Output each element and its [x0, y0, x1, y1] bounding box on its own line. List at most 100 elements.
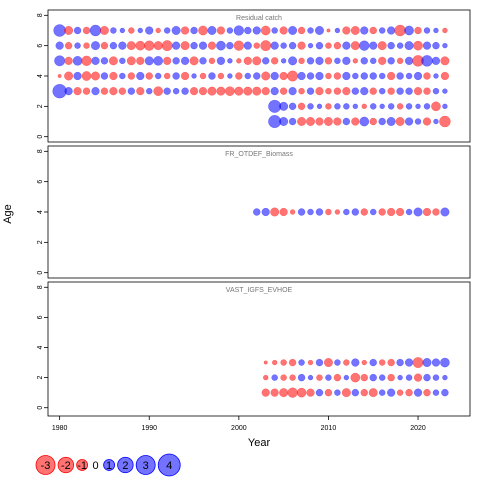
residual-bubble [387, 41, 395, 50]
residual-bubble [73, 71, 82, 81]
y-tick-label: 2 [37, 240, 44, 244]
residual-bubble [439, 115, 451, 128]
panel-title: VAST_IGFS_EVHOE [226, 287, 293, 294]
residual-bubble [333, 72, 342, 80]
residual-bubble [440, 56, 450, 66]
residual-bubble [298, 57, 305, 65]
residual-bubble [360, 87, 369, 96]
residual-bubble [297, 208, 306, 216]
residual-bubble [163, 27, 171, 34]
residual-bubble [422, 207, 432, 217]
residual-bubble [145, 87, 153, 95]
residual-bubble [297, 26, 306, 35]
residual-bubble [369, 72, 377, 80]
residual-bubble [252, 56, 262, 66]
residual-bubble [351, 358, 360, 367]
residual-bubble [342, 41, 351, 50]
residual-bubble [153, 55, 164, 66]
residual-bubble [306, 72, 315, 80]
residual-bubble [263, 374, 269, 381]
residual-bubble [109, 87, 118, 96]
residual-bubble [359, 116, 370, 127]
residual-bubble [127, 87, 136, 95]
residual-bubble [396, 87, 404, 95]
residual-bubble [341, 388, 351, 398]
residual-bubble [378, 117, 386, 126]
residual-bubble [323, 117, 333, 127]
legend-bubble [57, 456, 75, 474]
residual-bubble [118, 87, 127, 95]
residual-bubble [414, 26, 422, 35]
residual-bubble [405, 374, 413, 381]
residual-bubble [280, 42, 287, 49]
residual-bubble [287, 387, 298, 398]
residual-bubble [343, 208, 350, 216]
residual-bubble [288, 56, 298, 66]
residual-bubble [334, 103, 341, 110]
residual-bubble [198, 87, 208, 96]
residual-bubble [334, 27, 341, 34]
residual-bubble [351, 87, 360, 95]
residual-bubble [172, 72, 180, 80]
residual-bubble [369, 57, 377, 65]
residual-bubble [243, 41, 252, 50]
residual-bubble [261, 71, 271, 81]
residual-bubble [324, 57, 333, 65]
residual-bubble [163, 87, 171, 95]
residual-bubble [432, 87, 440, 95]
residual-bubble [144, 40, 155, 51]
residual-bubble [127, 72, 136, 80]
residual-bubble [369, 103, 377, 110]
residual-bubble [369, 208, 377, 216]
residual-bubble [334, 209, 341, 215]
residual-bubble [334, 359, 341, 366]
residual-bubble [57, 74, 62, 78]
residual-bubble [270, 57, 279, 65]
legend-bubble [35, 455, 56, 475]
residual-bubble [413, 373, 423, 382]
residual-bubble [137, 27, 143, 34]
residual-bubble [314, 25, 324, 35]
residual-bubble [342, 117, 351, 126]
residual-bubble [413, 388, 423, 397]
residual-bubble [378, 56, 387, 65]
residual-bubble [378, 389, 386, 396]
residual-bubble [54, 55, 66, 67]
residual-bubble [261, 87, 270, 96]
residual-bubble [423, 388, 431, 397]
residual-bubble [325, 87, 332, 95]
residual-bubble [405, 72, 413, 80]
residual-bubble [315, 117, 324, 126]
residual-bubble [352, 58, 359, 64]
residual-bubble [387, 373, 395, 382]
residual-bubble [243, 86, 253, 96]
residual-bubble [109, 41, 118, 50]
residual-bubble [413, 71, 423, 81]
residual-bubble [306, 117, 316, 127]
residual-bubble [423, 27, 431, 34]
residual-bubble [442, 103, 448, 110]
residual-bubble [180, 71, 190, 81]
residual-bubble [360, 388, 369, 397]
residual-bubble [342, 71, 351, 81]
residual-bubble [279, 71, 288, 81]
y-tick-label: 4 [37, 210, 44, 214]
residual-bubble [404, 117, 414, 126]
residual-bubble [441, 388, 449, 397]
residual-bubble [423, 103, 431, 110]
residual-bubble [404, 56, 414, 65]
x-tick-label: 2010 [321, 425, 337, 432]
residual-bubble [244, 72, 252, 80]
residual-bubble [334, 57, 341, 65]
residual-bubble [260, 25, 271, 36]
residual-bubble [315, 41, 324, 50]
residual-bubble [387, 26, 396, 35]
residual-bubble [315, 208, 324, 216]
legend-label: 1 [106, 460, 112, 472]
residual-bubble [207, 86, 217, 96]
residual-bubble [100, 87, 109, 95]
residual-bubble [316, 103, 323, 110]
residual-bubble [298, 87, 305, 95]
residual-bubble [413, 40, 423, 51]
